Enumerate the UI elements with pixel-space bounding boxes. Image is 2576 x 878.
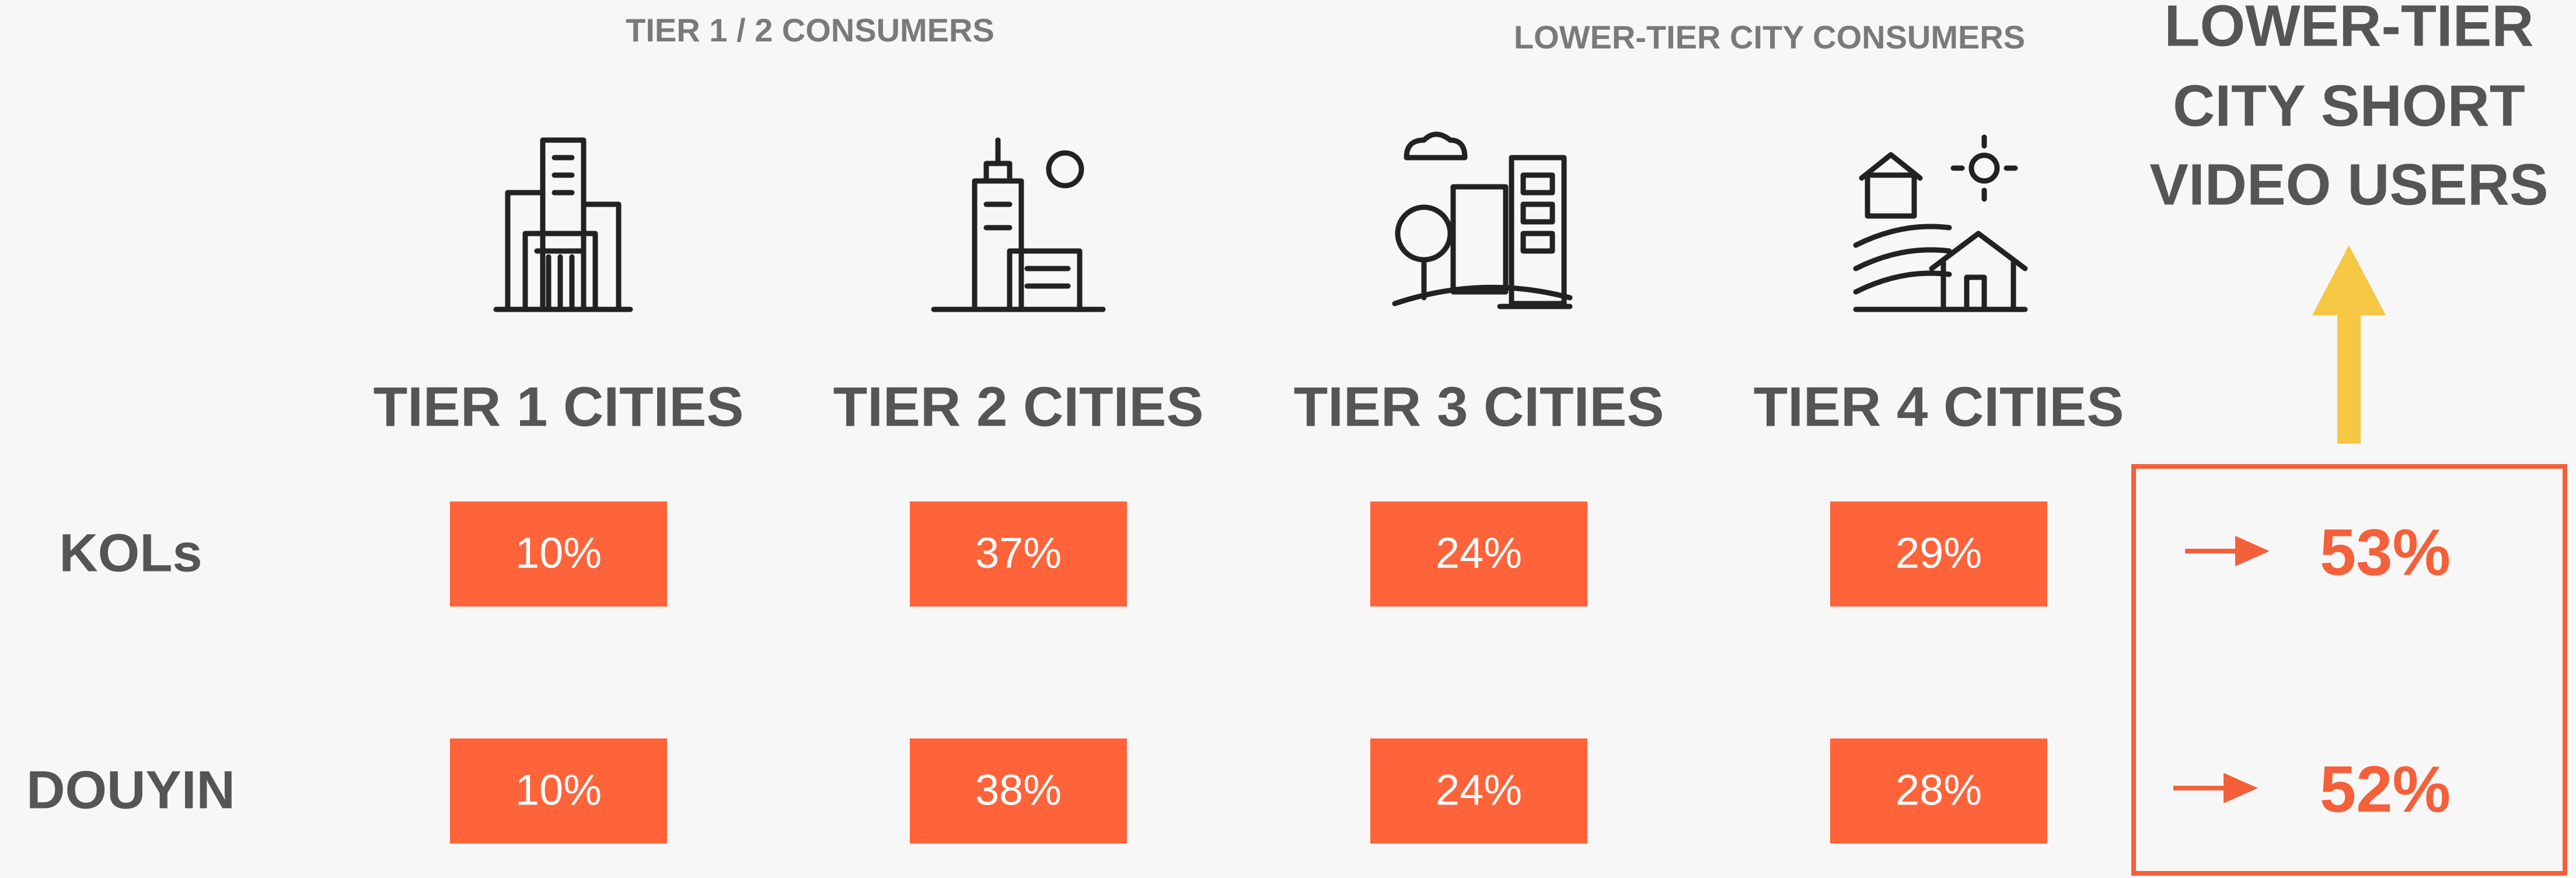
row-label: DOUYIN xyxy=(26,760,235,820)
highlight-box xyxy=(2131,464,2567,876)
column-header: TIER 4 CITIES xyxy=(1754,375,2124,438)
cell-value: 10% xyxy=(515,766,602,814)
column-header: TIER 2 CITIES xyxy=(833,375,1204,438)
column-header: TIER 3 CITIES xyxy=(1294,375,1664,438)
cell-box xyxy=(1830,738,2047,844)
column-header: TIER 1 CITIES xyxy=(374,375,744,438)
cell-value: 38% xyxy=(975,766,1062,814)
cell-box xyxy=(450,501,667,607)
cell-value: 29% xyxy=(1896,529,1982,577)
total-value: 52% xyxy=(2320,753,2451,826)
highlight-header: LOWER-TIER xyxy=(2164,0,2533,58)
total-value: 53% xyxy=(2320,516,2451,589)
rows: KOLs 10% 37% 24% 29% 53% DOUYIN 10% 38% 24% 28% 52% xyxy=(26,501,2451,844)
highlight-header: VIDEO USERS xyxy=(2149,152,2549,217)
cell-value: 37% xyxy=(975,529,1062,577)
arrow xyxy=(2185,535,2270,567)
group-header: TIER 1 / 2 CONSUMERS xyxy=(626,12,994,48)
cell-value: 10% xyxy=(515,529,602,577)
cell-value: 24% xyxy=(1436,529,1522,577)
highlight-header: CITY SHORT xyxy=(2173,73,2525,138)
arrow xyxy=(2173,772,2258,804)
up-arrow xyxy=(2312,245,2386,444)
cell-box xyxy=(1370,501,1587,607)
cell-box xyxy=(1830,501,2047,607)
tier2-icon xyxy=(931,137,1106,312)
tier4-icon xyxy=(1853,134,2028,312)
cell-box xyxy=(910,738,1127,844)
group-header: LOWER-TIER CITY CONSUMERS xyxy=(1514,19,2025,55)
cell-box xyxy=(450,738,667,844)
row-label: KOLs xyxy=(59,523,202,583)
cell-box xyxy=(1370,738,1587,844)
cell-box xyxy=(910,501,1127,607)
tier3-icon xyxy=(1392,131,1573,309)
cell-value: 24% xyxy=(1436,766,1522,814)
cell-value: 28% xyxy=(1896,766,1982,814)
tier1-icon xyxy=(493,137,633,312)
